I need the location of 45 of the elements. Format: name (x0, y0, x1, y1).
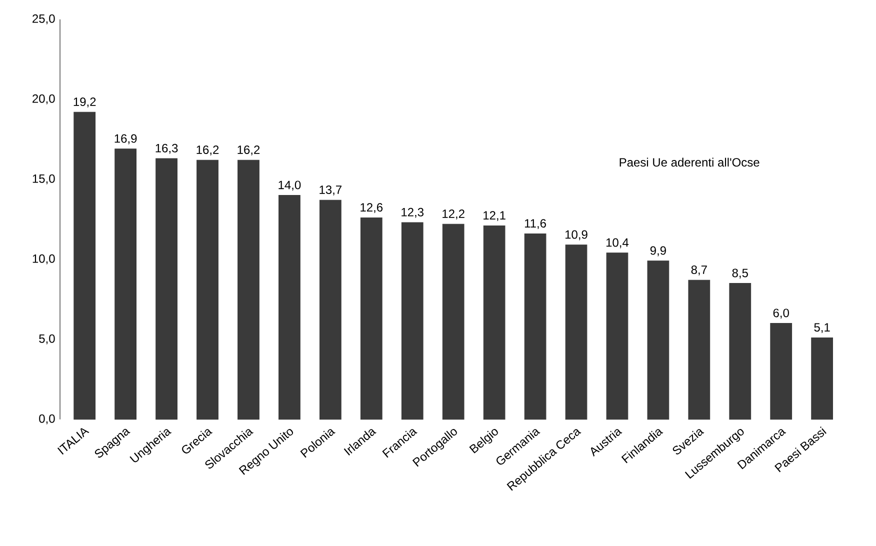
bar (196, 160, 218, 420)
data-label: 6,0 (773, 308, 789, 319)
bar (688, 280, 710, 420)
data-label: 5,1 (814, 323, 830, 334)
bar (729, 283, 752, 420)
bar (647, 260, 670, 420)
bar (442, 224, 464, 420)
data-label: 19,2 (74, 97, 96, 108)
data-label: 9,9 (650, 246, 666, 256)
bar (606, 252, 628, 420)
y-tick-label: 20,0 (32, 94, 55, 104)
bar (565, 244, 588, 420)
data-label: 8,7 (691, 265, 707, 276)
y-tick-label: 5,0 (39, 334, 55, 344)
data-label: 13,7 (320, 185, 342, 196)
bar (278, 195, 300, 420)
bar (360, 217, 382, 420)
data-label: 12,2 (442, 209, 464, 220)
annotation: Paesi Ue aderenti all'Ocse (620, 158, 760, 167)
y-tick-label: 25,0 (32, 14, 55, 24)
bar (319, 200, 342, 420)
data-label: 16,2 (196, 145, 219, 156)
bar (156, 158, 178, 420)
data-label: 12,1 (484, 211, 506, 222)
bar (238, 160, 260, 420)
data-label: 12,3 (402, 208, 424, 218)
data-label: 10,4 (606, 238, 629, 248)
bar (770, 323, 792, 420)
bar (524, 233, 546, 420)
y-tick-label: 10,0 (32, 254, 55, 264)
data-label: 14,0 (278, 180, 301, 191)
bar (74, 112, 96, 420)
bar (401, 222, 424, 420)
y-tick-label: 15,0 (32, 174, 55, 184)
data-label: 8,5 (732, 268, 748, 279)
bar (811, 337, 834, 420)
data-label: 10,9 (565, 230, 588, 240)
y-tick-label: 0,0 (39, 414, 55, 424)
bar (483, 225, 506, 420)
data-label: 11,6 (524, 219, 546, 230)
data-label: 16,2 (238, 145, 260, 156)
data-label: 16,9 (114, 134, 137, 144)
data-label: 16,3 (156, 144, 178, 154)
bar (114, 148, 136, 420)
data-label: 12,6 (360, 203, 383, 214)
